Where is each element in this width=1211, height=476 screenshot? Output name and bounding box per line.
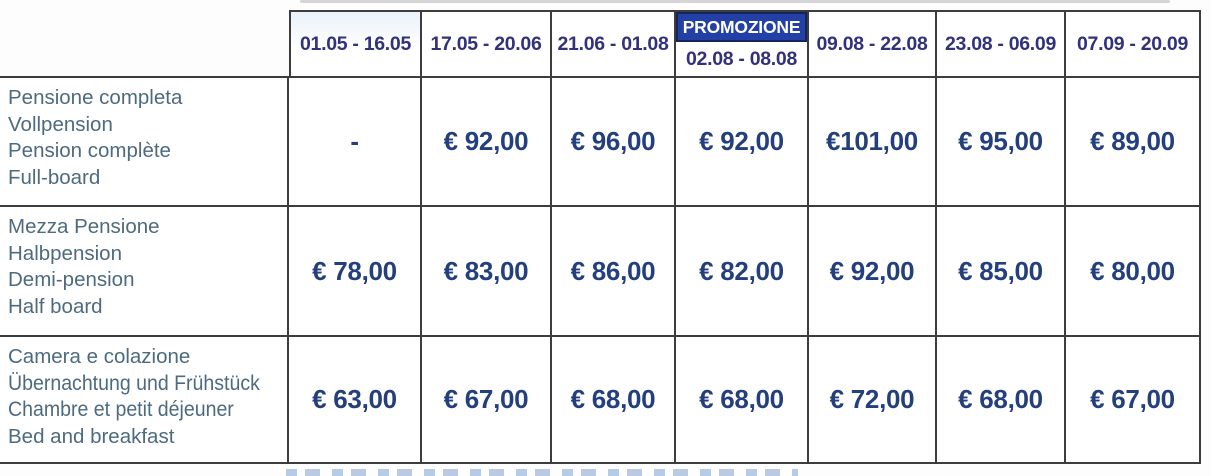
price-cell: € 68,00 xyxy=(937,337,1066,464)
clipped-text-fragment xyxy=(286,469,798,476)
row-label-line: Chambre et petit déjeuner xyxy=(8,398,234,421)
date-header-cell: 01.05 - 16.05 xyxy=(289,10,422,78)
price-cell: € 95,00 xyxy=(937,78,1066,207)
row-label-line: Halbpension xyxy=(8,241,122,265)
empty-corner-cell xyxy=(0,10,289,78)
promo-banner: PROMOZIONE xyxy=(676,12,807,42)
row-label-line: Pension complète xyxy=(8,139,171,162)
price-cell: € 83,00 xyxy=(422,207,552,337)
price-cell: € 85,00 xyxy=(937,207,1066,337)
promo-date-label: 02.08 - 08.08 xyxy=(685,47,798,70)
price-cell: € 72,00 xyxy=(809,337,937,464)
date-header-cell: 09.08 - 22.08 xyxy=(809,10,937,78)
row-label-line: Pensione completa xyxy=(8,86,183,109)
price-cell: € 82,00 xyxy=(676,207,809,337)
price-cell: € 63,00 xyxy=(289,337,422,464)
price-cell: € 68,00 xyxy=(552,337,676,464)
date-header-cell: 21.06 - 01.08 xyxy=(552,10,676,78)
price-cell: € 67,00 xyxy=(1066,337,1201,464)
row-label-half-board: Mezza Pensione Halbpension Demi-pension … xyxy=(0,207,289,337)
row-label-line: Bed and breakfast xyxy=(8,424,175,448)
price-cell: - xyxy=(289,78,422,207)
row-label-full-board: Pensione completa Vollpension Pension co… xyxy=(0,78,289,207)
row-label-line: Mezza Pensione xyxy=(8,215,160,238)
row-label-bed-and-breakfast: Camera e colazione Übernachtung und Früh… xyxy=(0,337,289,464)
price-cell: € 86,00 xyxy=(552,207,676,337)
date-header-cell: 23.08 - 06.09 xyxy=(937,10,1066,78)
date-header-cell: 17.05 - 20.06 xyxy=(422,10,552,78)
price-cell: € 92,00 xyxy=(809,207,937,337)
date-header-cell: 07.09 - 20.09 xyxy=(1066,10,1201,78)
row-label-line: Half board xyxy=(8,294,103,318)
price-cell: € 92,00 xyxy=(422,78,552,207)
row-label-line: Übernachtung und Frühstück xyxy=(8,371,260,395)
row-label-line: Camera e colazione xyxy=(8,345,191,368)
row-label-line: Full-board xyxy=(8,165,101,189)
scan-artifact-top xyxy=(300,0,1170,3)
price-cell: €101,00 xyxy=(809,78,937,207)
price-cell: € 89,00 xyxy=(1066,78,1201,207)
price-cell: € 96,00 xyxy=(552,78,676,207)
row-label-line: Vollpension xyxy=(8,112,113,136)
price-cell: € 67,00 xyxy=(422,337,552,464)
price-cell: € 68,00 xyxy=(676,337,809,464)
promo-header-cell: PROMOZIONE 02.08 - 08.08 xyxy=(676,10,809,78)
price-cell: € 80,00 xyxy=(1066,207,1201,337)
hotel-price-table: 01.05 - 16.05 17.05 - 20.06 21.06 - 01.0… xyxy=(0,10,1201,464)
price-cell: € 92,00 xyxy=(676,78,809,207)
price-cell: € 78,00 xyxy=(289,207,422,337)
row-label-line: Demi-pension xyxy=(8,268,135,291)
